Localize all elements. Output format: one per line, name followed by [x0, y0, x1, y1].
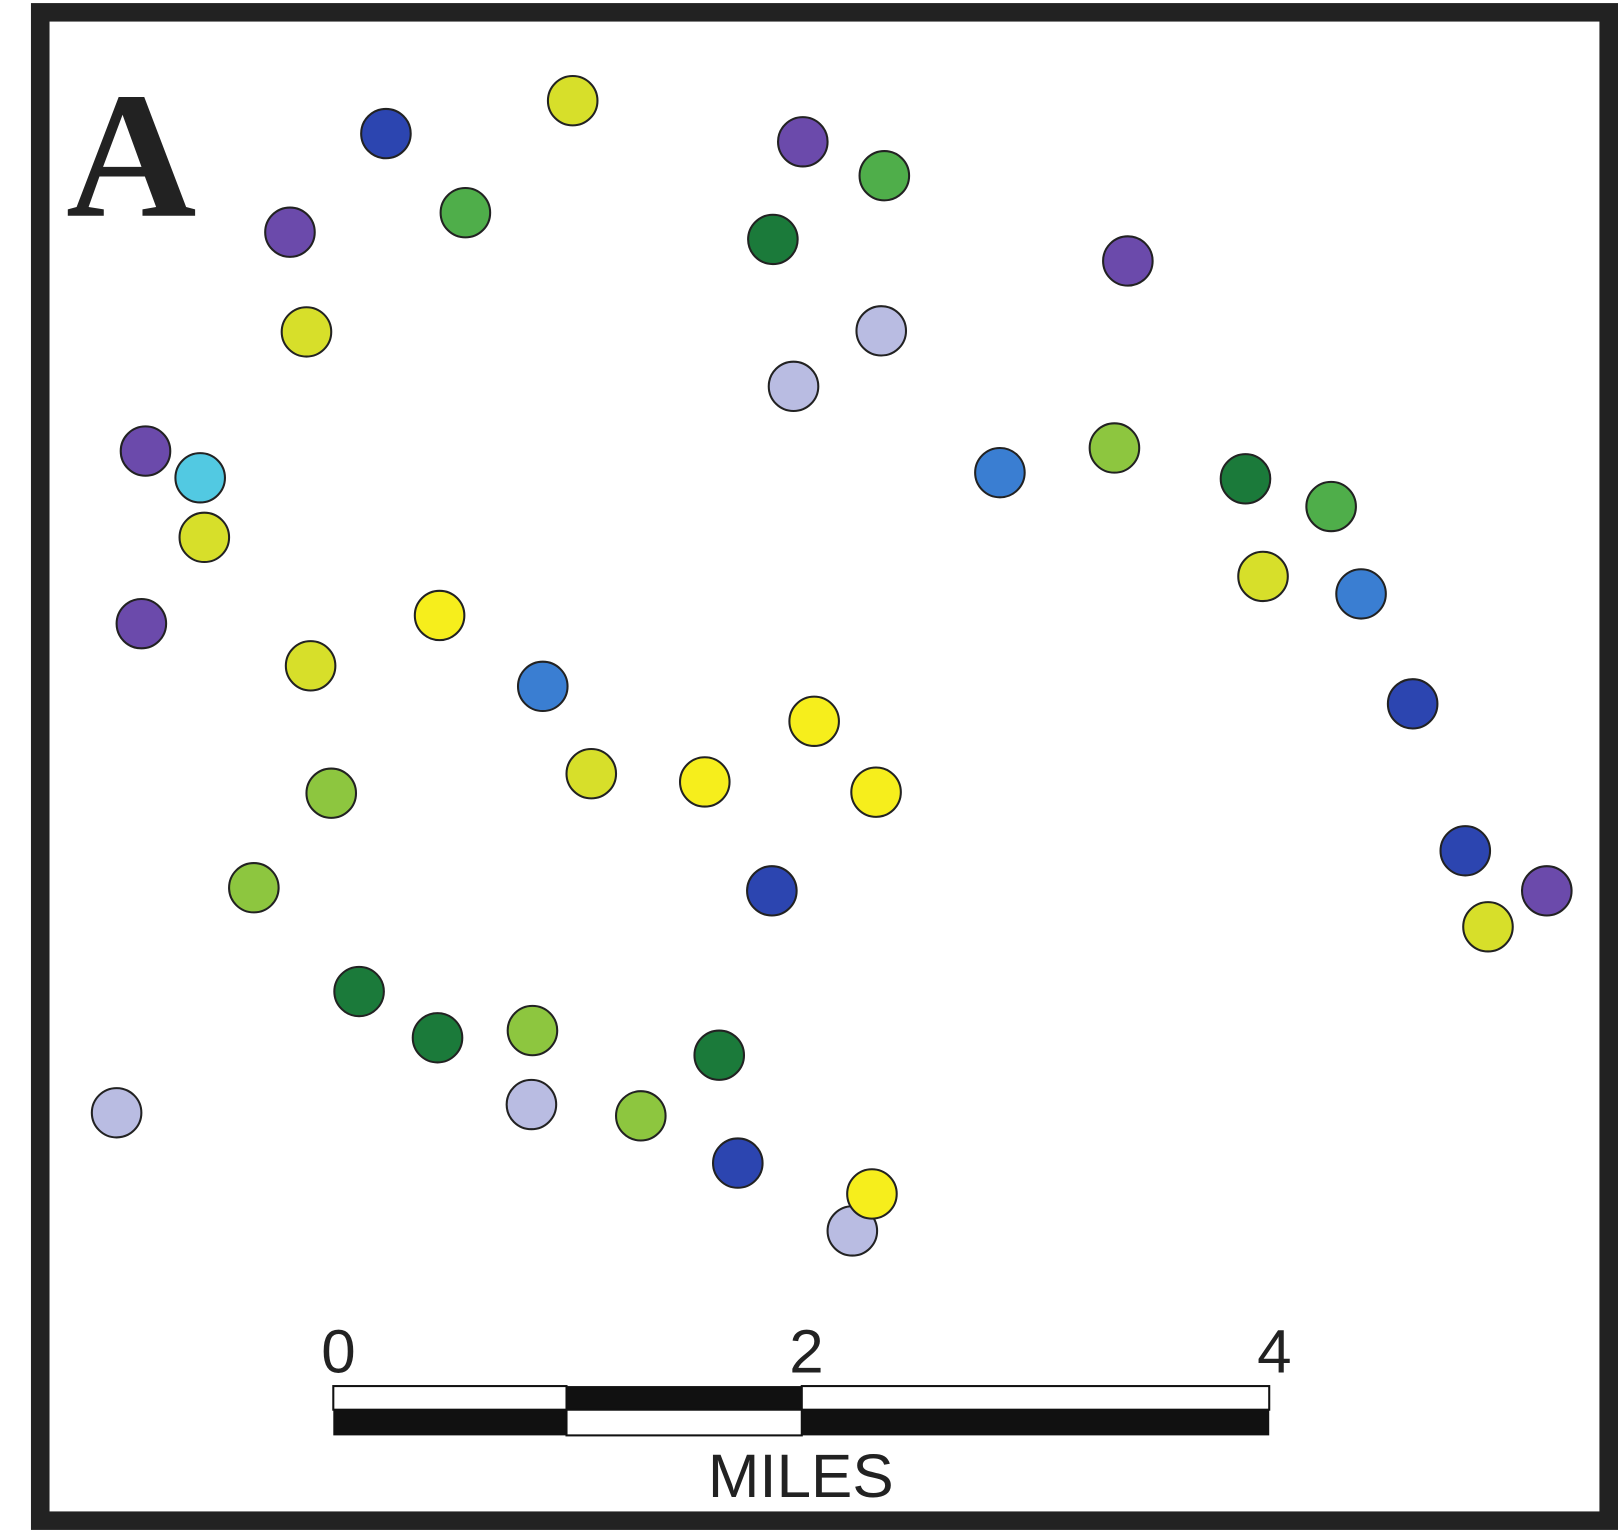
- sample-point: [1219, 453, 1272, 505]
- sample-point: [228, 862, 280, 914]
- sample-point: [360, 107, 412, 160]
- sample-point: [850, 766, 902, 818]
- scale-segment: [801, 1409, 1270, 1436]
- sample-point: [974, 446, 1026, 499]
- scale-tick-label: 4: [1257, 1318, 1291, 1387]
- sample-point: [284, 640, 337, 692]
- sample-point: [747, 213, 799, 266]
- sample-point: [712, 1137, 764, 1189]
- sample-point: [506, 1004, 559, 1057]
- sample-point: [516, 660, 569, 713]
- sample-point: [858, 150, 911, 202]
- scale-unit: MILES: [708, 1442, 894, 1511]
- sample-point: [746, 865, 798, 917]
- sample-point: [1335, 568, 1387, 620]
- sample-point: [411, 1012, 464, 1064]
- sample-point: [90, 1087, 143, 1139]
- scale-tick-label: 0: [321, 1318, 355, 1387]
- sample-point: [505, 1078, 558, 1131]
- sample-point: [1237, 550, 1289, 603]
- scale-segment: [332, 1385, 568, 1411]
- sample-point: [678, 756, 731, 808]
- sample-point: [546, 75, 599, 127]
- sample-point: [178, 511, 231, 564]
- sample-point: [1102, 235, 1154, 287]
- sample-point: [565, 748, 618, 800]
- sample-point: [413, 589, 466, 642]
- sample-point: [115, 597, 168, 650]
- sample-points: [90, 75, 1573, 1257]
- sample-point: [1521, 865, 1573, 917]
- scale-segment: [566, 1386, 802, 1410]
- sample-point: [1305, 480, 1357, 533]
- sample-point: [615, 1090, 667, 1142]
- sample-point: [174, 452, 226, 504]
- scale-segment: [565, 1408, 803, 1437]
- sample-point: [693, 1029, 746, 1081]
- scale-segment: [333, 1409, 567, 1436]
- sample-point: [777, 116, 829, 168]
- sample-point: [305, 767, 358, 819]
- sample-point: [788, 695, 840, 747]
- sample-point: [1386, 678, 1439, 730]
- scale-segment: [800, 1385, 1271, 1411]
- scale-bar: MILES 0 2 4: [321, 1318, 1291, 1511]
- sample-point: [1462, 901, 1514, 953]
- sample-point: [767, 360, 820, 413]
- sample-point: [280, 306, 333, 358]
- sample-point: [439, 187, 492, 239]
- sample-point: [264, 206, 316, 258]
- scale-tick-label: 2: [789, 1318, 823, 1387]
- sample-point: [846, 1168, 898, 1220]
- sample-point: [1088, 422, 1141, 474]
- sample-point: [333, 965, 385, 1018]
- panel-label: A: [66, 55, 196, 255]
- sample-point: [855, 305, 908, 357]
- sample-point: [1439, 825, 1492, 877]
- map-frame: [30, 3, 1618, 1530]
- sample-point: [119, 425, 172, 477]
